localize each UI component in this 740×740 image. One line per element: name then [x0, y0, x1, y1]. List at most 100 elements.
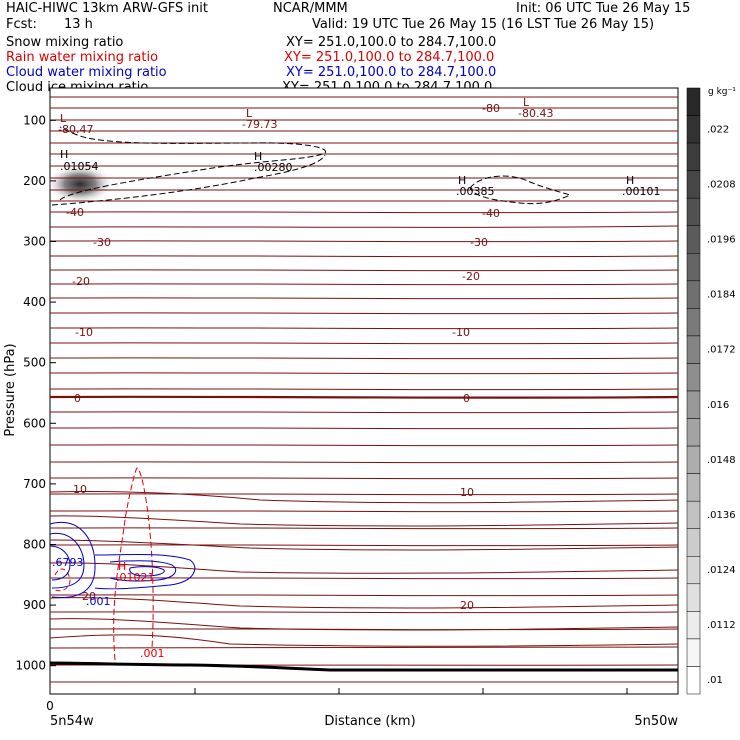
figure-title: HAIC-HIWC 13km ARW-GFS init	[6, 1, 208, 16]
colorbar-label: .022	[707, 124, 729, 135]
colorbar-label: .0124	[707, 565, 736, 576]
extremum-kind-2: L	[246, 107, 253, 120]
legend-cloudwater-xy: XY= 251.0,100.0 to 284.7,100.0	[286, 65, 497, 80]
plot-frame	[49, 87, 679, 695]
colorbar-label: .016	[707, 400, 729, 411]
colorbar-label: .0148	[707, 455, 736, 466]
colorbar-label: .0196	[707, 235, 736, 246]
colorbar-box	[686, 363, 701, 392]
colorbar-box	[686, 638, 701, 667]
x-right-label: 5n50w	[634, 714, 678, 729]
contour-label-m40-right: -40	[482, 207, 500, 220]
extrema-labels: L -80.47 L -79.73 L -80.43 H .01054 H .0…	[52, 96, 661, 660]
contour-label-20-left: 20	[82, 590, 96, 603]
colorbar: g kg⁻¹ .022 .0208 .0196 .0184 .0172 .016 .0148…	[686, 87, 736, 695]
colorbar-box	[686, 280, 701, 309]
colorbar-box	[686, 390, 701, 419]
x-origin-label: 0	[46, 699, 54, 713]
rain-water-contour-small	[54, 568, 71, 592]
colorbar-box	[686, 556, 701, 585]
colorbar-label: .0136	[707, 510, 736, 521]
colorbar-box	[686, 583, 701, 612]
rain-water-contour	[113, 467, 154, 661]
y-tick-label-400: 400	[23, 295, 46, 309]
extremum-value-8: .01021	[116, 571, 155, 584]
x-left-label: 5n54w	[50, 714, 94, 729]
forecast-value: 13 h	[64, 17, 93, 32]
colorbar-box	[686, 87, 701, 116]
extremum-kind-1: L	[60, 112, 67, 125]
colorbar-label: .0184	[707, 290, 736, 301]
y-axis: 100 200 300 400 500 600 700 800 900 1000	[15, 113, 56, 673]
contour-label-m20-right: -20	[462, 270, 480, 283]
colorbar-label: .0172	[707, 345, 736, 356]
colorbar-box	[686, 197, 701, 226]
y-tick-label-800: 800	[23, 538, 46, 552]
freezing-level-contour	[49, 395, 679, 399]
y-tick-label-900: 900	[23, 598, 46, 612]
colorbar-box	[686, 528, 701, 557]
colorbar-label: .01	[707, 675, 723, 686]
legend-snow-xy: XY= 251.0,100.0 to 284.7,100.0	[286, 35, 497, 50]
colorbar-label: .0112	[707, 620, 736, 631]
colorbar-units: g kg⁻¹	[708, 87, 736, 97]
terrain-line	[49, 661, 678, 672]
contour-label-0-left: 0	[74, 392, 81, 405]
contour-label-m80: -80	[482, 102, 500, 115]
legend-cloudwater-name: Cloud water mixing ratio	[6, 65, 167, 80]
legend-snow-name: Snow mixing ratio	[6, 35, 124, 50]
cloud-water-contours	[49, 522, 196, 599]
extremum-value-7: .00101	[622, 185, 661, 198]
colorbar-box	[686, 142, 701, 171]
contour-label-0-right: 0	[463, 392, 470, 405]
valid-time: Valid: 19 UTC Tue 26 May 15 (16 LST Tue …	[312, 17, 655, 32]
colorbar-box	[686, 500, 701, 529]
colorbar-box	[686, 611, 701, 640]
extremum-value-2: -79.73	[242, 118, 277, 131]
y-tick-label-500: 500	[23, 356, 46, 370]
extremum-value-3: -80.43	[518, 107, 553, 120]
colorbar-box	[686, 115, 701, 144]
forecast-label: Fcst:	[6, 17, 37, 32]
y-tick-label-1000: 1000	[15, 659, 46, 673]
cloud-water-max-label: .6793	[52, 556, 84, 569]
colorbar-box	[686, 308, 701, 337]
colorbar-box	[686, 473, 701, 502]
extremum-kind-3: L	[523, 96, 530, 109]
contour-label-m10-right: -10	[452, 326, 470, 339]
colorbar-label: .0208	[707, 179, 736, 190]
model-center: NCAR/MMM	[273, 1, 348, 16]
extremum-kind-8: H	[118, 560, 126, 573]
extremum-value-5: .00280	[254, 161, 293, 174]
contour-label-m10-left: -10	[75, 326, 93, 339]
extremum-kind-5: H	[254, 150, 262, 163]
y-tick-label-700: 700	[23, 477, 46, 491]
contour-label-20-right: 20	[460, 599, 474, 612]
y-axis-title: Pressure (hPa)	[3, 343, 18, 436]
cloud-ice-contours	[51, 126, 572, 206]
init-time: Init: 06 UTC Tue 26 May 15	[516, 1, 691, 16]
extremum-kind-7: H	[626, 174, 634, 187]
extremum-value-1: -80.47	[58, 123, 93, 136]
colorbar-box	[686, 335, 701, 364]
y-tick-label-200: 200	[23, 174, 46, 188]
contour-label-10-right: 10	[460, 486, 474, 499]
extremum-value-4: .01054	[60, 160, 99, 173]
y-tick-label-300: 300	[23, 235, 46, 249]
contour-label-m40-left: -40	[66, 206, 84, 219]
colorbar-box	[686, 418, 701, 447]
temperature-contours	[49, 96, 679, 683]
legend-rain-name: Rain water mixing ratio	[6, 50, 159, 65]
colorbar-box	[686, 445, 701, 474]
y-tick-label-100: 100	[23, 113, 46, 127]
x-axis-title: Distance (km)	[324, 714, 415, 729]
y-tick-label-600: 600	[23, 416, 46, 430]
contour-label-m20-left: -20	[72, 275, 90, 288]
legend-rain-xy: XY= 251.0,100.0 to 284.7,100.0	[284, 50, 495, 65]
colorbar-box	[686, 253, 701, 282]
colorbar-box	[686, 170, 701, 199]
contour-label-10-left: 10	[73, 483, 87, 496]
temperature-labels: -80 -40 -40 -30 -30 -20 -20 -10 -10 0 0 …	[66, 102, 500, 612]
contour-label-m30-right: -30	[470, 236, 488, 249]
